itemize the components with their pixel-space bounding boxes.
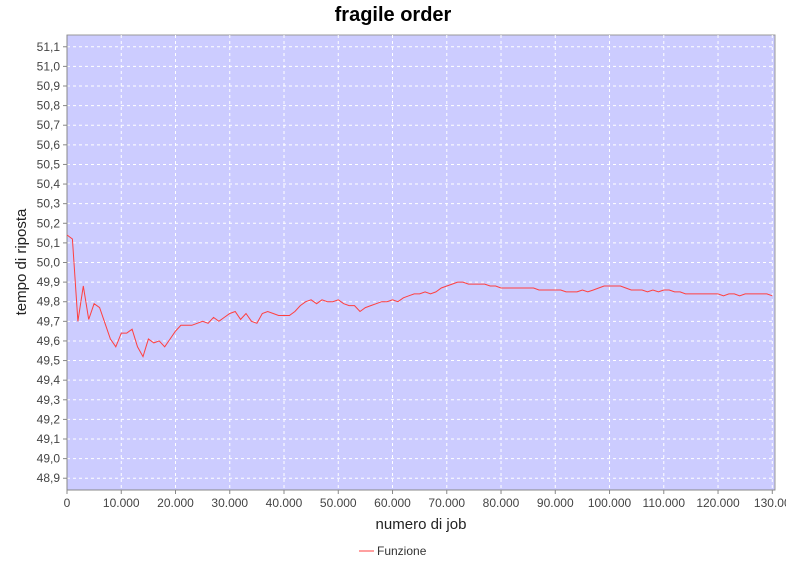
y-tick-label: 50,5: [37, 157, 61, 171]
y-tick-label: 49,9: [37, 275, 61, 289]
y-tick-label: 49,5: [37, 354, 61, 368]
x-tick-label: 90.000: [537, 496, 574, 510]
x-tick-label: 60.000: [374, 496, 411, 510]
y-tick-label: 49,4: [37, 373, 61, 387]
x-axis-label: numero di job: [376, 516, 467, 533]
y-tick-label: 48,9: [37, 471, 61, 485]
x-axis: 0 10.000 20.000 30.000 40.000 50.000 60.000 70.…: [64, 489, 786, 510]
y-tick-label: 49,1: [37, 432, 61, 446]
x-tick-label: 20.000: [157, 496, 194, 510]
x-tick-label: 40.000: [266, 496, 303, 510]
x-tick-label: 30.000: [211, 496, 248, 510]
legend: Funzione: [359, 544, 427, 558]
series-layer: [66, 234, 773, 358]
x-tick-label: 80.000: [483, 496, 520, 510]
legend-label-funzione: Funzione: [377, 544, 427, 558]
x-tick-label: 50.000: [320, 496, 357, 510]
x-tick-label: 110.000: [643, 496, 686, 510]
x-tick-label: 10.000: [103, 496, 140, 510]
y-tick-label: 49,3: [37, 393, 61, 407]
x-tick-label: 120.000: [696, 496, 740, 510]
y-tick-label: 49,2: [37, 412, 61, 426]
grid-lines: [66, 35, 775, 490]
y-tick-label: 51,0: [37, 59, 61, 73]
y-tick-label: 50,0: [37, 256, 61, 270]
y-tick-label: 50,8: [37, 99, 61, 113]
x-tick-label: 0: [64, 496, 71, 510]
y-tick-label: 50,3: [37, 197, 61, 211]
x-tick-label: 100.000: [588, 496, 632, 510]
y-tick-label: 50,1: [37, 236, 61, 250]
y-tick-label: 50,2: [37, 216, 61, 230]
y-tick-label: 49,6: [37, 334, 61, 348]
y-tick-label: 49,7: [37, 314, 61, 328]
y-tick-label: 50,7: [37, 118, 61, 132]
y-tick-label: 50,4: [37, 177, 61, 191]
y-tick-label: 49,0: [37, 452, 61, 466]
x-tick-label: 70.000: [428, 496, 465, 510]
chart-title: fragile order: [335, 4, 452, 26]
y-tick-label: 49,8: [37, 295, 61, 309]
x-tick-label: 130.00: [754, 496, 786, 510]
series-line-funzione: [66, 234, 773, 358]
y-axis: 48,9 49,0 49,1 49,2 49,3 49,4 49,5 49,6 49,7 49,8…: [37, 35, 68, 490]
y-axis-label: tempo di riposta: [13, 208, 30, 315]
y-tick-label: 50,6: [37, 138, 61, 152]
y-tick-label: 50,9: [37, 79, 61, 93]
y-tick-label: 51,1: [37, 40, 61, 54]
